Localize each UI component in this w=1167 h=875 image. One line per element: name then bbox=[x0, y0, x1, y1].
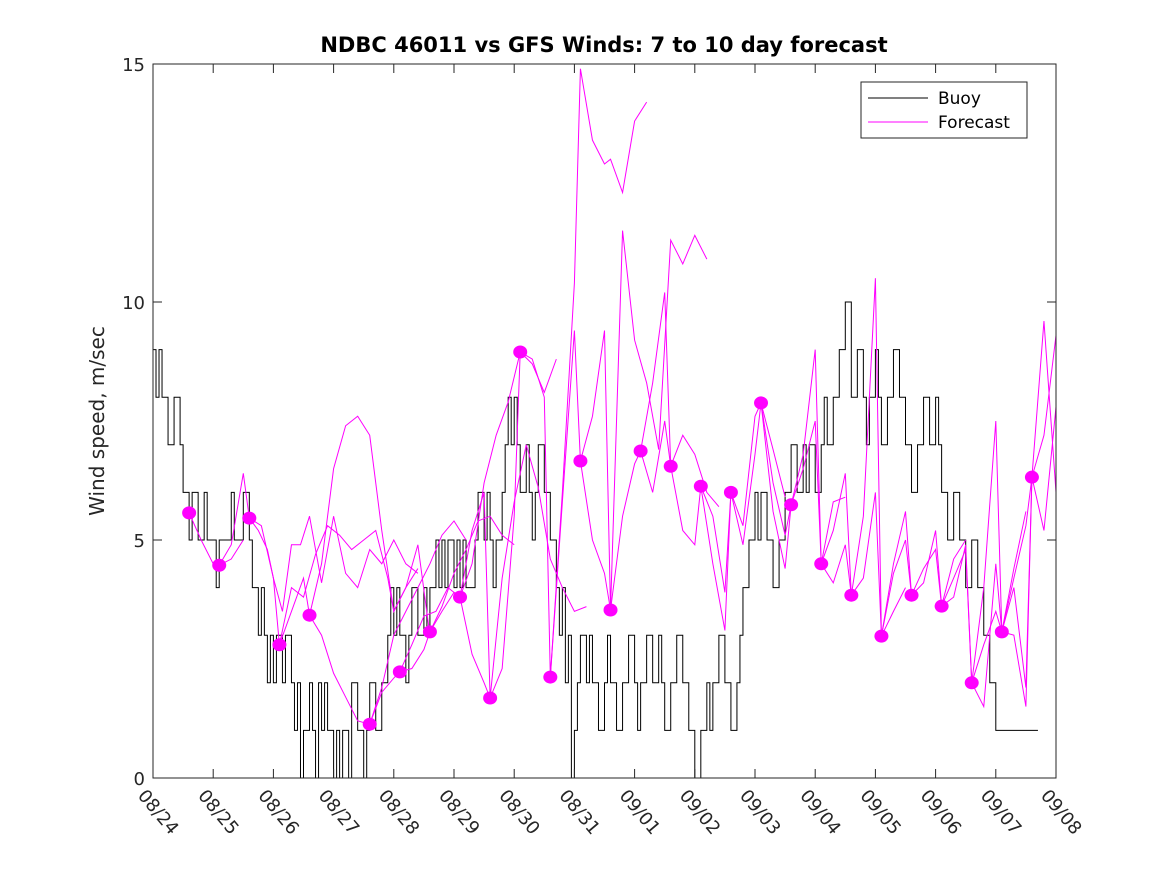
forecast-start-marker bbox=[1024, 470, 1039, 484]
forecast-start-marker bbox=[964, 676, 979, 690]
forecast-start-marker bbox=[844, 588, 859, 602]
forecast-start-marker bbox=[904, 588, 919, 602]
y-tick-label: 15 bbox=[122, 55, 145, 76]
forecast-series-line bbox=[549, 230, 708, 678]
axes-box bbox=[152, 63, 1057, 779]
forecast-series-line bbox=[880, 511, 1027, 683]
forecast-start-marker bbox=[784, 498, 799, 512]
forecast-start-marker bbox=[663, 459, 678, 473]
forecast-series-line bbox=[1001, 321, 1056, 688]
forecast-series-line bbox=[941, 335, 1056, 683]
forecast-start-marker bbox=[422, 625, 437, 639]
y-tick-label: 5 bbox=[134, 531, 145, 552]
forecast-start-marker bbox=[693, 479, 708, 493]
buoy-series-line bbox=[153, 301, 1038, 778]
forecast-start-marker bbox=[362, 717, 377, 731]
forecast-series-line bbox=[971, 406, 1056, 709]
forecast-start-marker bbox=[212, 558, 227, 572]
forecast-start-marker bbox=[182, 506, 197, 520]
forecast-start-marker bbox=[453, 590, 468, 604]
forecast-start-marker bbox=[603, 603, 618, 617]
forecast-start-marker bbox=[994, 625, 1009, 639]
y-axis-label: Wind speed, m/sec bbox=[85, 326, 109, 516]
forecast-series-line bbox=[579, 292, 720, 611]
forecast-start-marker bbox=[573, 454, 588, 468]
chart-title: NDBC 46011 vs GFS Winds: 7 to 10 day for… bbox=[320, 33, 887, 57]
legend: Buoy Forecast bbox=[860, 81, 1028, 139]
forecast-series-line bbox=[309, 520, 467, 725]
forecast-start-marker bbox=[242, 511, 257, 525]
forecast-start-marker bbox=[633, 444, 648, 458]
legend-box bbox=[860, 81, 1028, 139]
forecast-start-marker bbox=[272, 638, 287, 652]
forecast-start-marker bbox=[392, 665, 407, 679]
forecast-start-marker bbox=[934, 599, 949, 613]
forecast-series-line bbox=[369, 515, 515, 725]
forecast-start-marker bbox=[814, 557, 829, 571]
forecast-start-marker bbox=[483, 691, 498, 705]
forecast-start-marker bbox=[302, 608, 317, 622]
forecast-start-marker bbox=[513, 345, 528, 359]
plot-area bbox=[153, 68, 1056, 778]
forecast-series-line bbox=[760, 349, 906, 637]
y-tick-label: 0 bbox=[134, 769, 145, 790]
forecast-series-line bbox=[700, 402, 846, 631]
forecast-series-line bbox=[278, 415, 431, 645]
forecast-start-marker bbox=[874, 629, 889, 643]
forecast-start-marker bbox=[754, 396, 769, 410]
forecast-start-marker bbox=[543, 670, 558, 684]
legend-forecast-label: Forecast bbox=[938, 113, 1010, 133]
forecast-series-line bbox=[399, 351, 557, 673]
legend-buoy-label: Buoy bbox=[938, 89, 981, 109]
forecast-series-line bbox=[820, 278, 967, 637]
forecast-series-line bbox=[249, 517, 419, 645]
forecast-start-marker bbox=[723, 485, 738, 499]
y-tick-label: 10 bbox=[122, 293, 145, 314]
